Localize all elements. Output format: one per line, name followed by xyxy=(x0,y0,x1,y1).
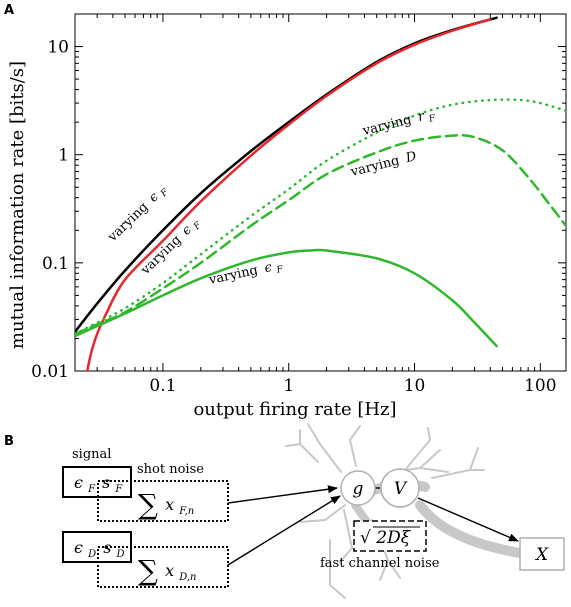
fast-noise-root: √ xyxy=(360,528,371,548)
y-tick-label: 0.01 xyxy=(31,362,69,382)
annotation-word: varying xyxy=(105,200,152,246)
neuron-model-diagram: signal ϵ F s F shot noise ∑ x F,n ϵ D s … xyxy=(62,423,565,599)
arrow-d-to-g xyxy=(227,495,341,566)
series-group xyxy=(75,16,566,371)
neuron-dendrites xyxy=(285,423,525,599)
shot-noise-sum: ∑ x F,n xyxy=(138,488,194,521)
fast-noise-box xyxy=(353,520,427,552)
plot-frame xyxy=(74,13,567,372)
x-node xyxy=(519,537,565,571)
fast-noise-label: fast channel noise xyxy=(320,556,440,571)
annotation-varying-d: varying D xyxy=(348,149,418,180)
y-axis-label: mutual information rate [bits/s] xyxy=(7,61,28,349)
series-line-1 xyxy=(85,18,492,371)
y-tick-label: 1 xyxy=(58,146,69,166)
x-tick-label: 0.1 xyxy=(149,376,176,396)
annotation-subscript: F xyxy=(275,264,285,275)
annotation-word: varying xyxy=(138,233,185,279)
x-tick-label: 10 xyxy=(404,376,426,396)
annotation-symbol: D xyxy=(403,149,418,166)
v-node-label: V xyxy=(394,479,408,499)
annotation-varying-r-f: varying r F xyxy=(360,106,437,141)
x-node-label: X xyxy=(534,545,549,565)
shot-noise-label: shot noise xyxy=(137,462,204,477)
signal-sub-f2: F xyxy=(114,484,123,495)
fast-noise-expr: 2Dξ xyxy=(375,528,411,548)
g-node xyxy=(340,470,376,506)
series-line-2 xyxy=(75,98,566,336)
signal-label: signal xyxy=(72,447,111,462)
shot-noise-box xyxy=(97,480,229,522)
panel-letter-a: A xyxy=(4,3,14,18)
x-tick-label: 100 xyxy=(524,376,556,396)
signal-epsilon: ϵ xyxy=(74,473,83,492)
series-line-4 xyxy=(75,248,498,348)
arrow-shot-to-g xyxy=(227,485,338,504)
axis-ticks: 0.1 1 10 100 0.01 0.1 1 10 xyxy=(31,13,566,396)
annotation-symbol: r xyxy=(416,109,426,125)
d-sub-d2: D xyxy=(116,549,125,560)
shot-sub: F,n xyxy=(178,506,194,517)
fast-noise-expression: √ 2Dξ xyxy=(360,528,412,548)
annotation-subscript: F xyxy=(427,113,437,125)
d-noise-sum: ∑ x D,n xyxy=(138,554,197,587)
annotation-symbol: ϵ xyxy=(263,260,274,276)
shot-sigma: ∑ xyxy=(138,488,158,521)
g-node-label: g xyxy=(353,479,364,499)
series-line-3 xyxy=(75,134,566,336)
d-noise-box xyxy=(97,546,229,588)
signal-s: s xyxy=(102,473,110,492)
y-tick-label: 0.1 xyxy=(42,254,69,274)
y-tick-label: 10 xyxy=(47,38,69,58)
d-sigma: ∑ xyxy=(138,554,158,587)
v-node xyxy=(380,468,420,508)
arrow-v-to-x xyxy=(417,497,519,542)
annotation-subscript: F xyxy=(191,220,204,233)
x-tick-label: 1 xyxy=(283,376,294,396)
d-x: x xyxy=(165,561,174,580)
annotation-word: varying xyxy=(348,153,401,180)
x-axis-label: output firing rate [Hz] xyxy=(193,399,396,420)
panel-letter-b: B xyxy=(4,434,14,449)
mutual-information-chart: 0.1 1 10 100 0.01 0.1 1 10 varying ϵ F varying … xyxy=(7,13,567,420)
annotation-varying-eps-f-black: varying ϵ F xyxy=(105,182,172,247)
signal-expression: ϵ F s F xyxy=(74,473,123,496)
d-epsilon: ϵ xyxy=(74,538,83,557)
annotation-subscript: F xyxy=(158,187,171,200)
shot-x: x xyxy=(165,495,174,514)
signal-sub-f: F xyxy=(87,484,96,495)
annotation-word: varying xyxy=(360,112,413,139)
d-sub: D,n xyxy=(178,572,196,583)
d-sub-d: D xyxy=(87,549,96,560)
